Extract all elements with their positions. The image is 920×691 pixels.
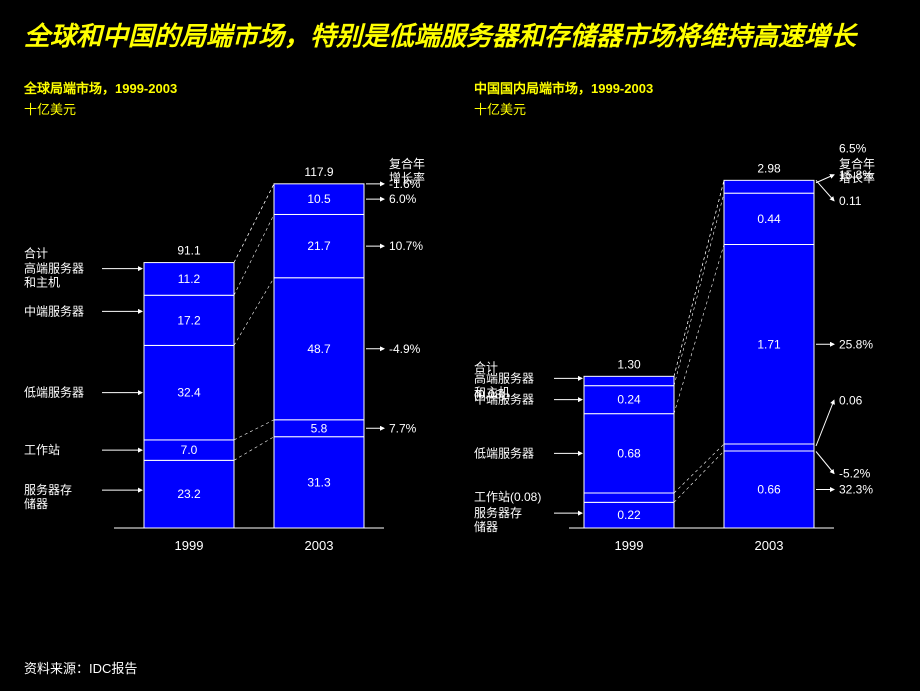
svg-text:91.1: 91.1 xyxy=(177,243,201,257)
svg-text:高端服务器: 高端服务器 xyxy=(474,370,534,385)
global-chart: 全球局端市场，1999-2003 十亿美元 复合年增长率23.27.032.41… xyxy=(24,78,444,583)
svg-text:6.0%: 6.0% xyxy=(389,192,417,206)
svg-text:23.2: 23.2 xyxy=(177,487,201,501)
global-chart-svg: 复合年增长率23.27.032.417.211.291.131.35.848.7… xyxy=(24,128,444,578)
svg-text:服务器存: 服务器存 xyxy=(474,505,522,520)
svg-text:高端服务器: 高端服务器 xyxy=(24,260,84,275)
svg-text:117.9: 117.9 xyxy=(304,165,333,179)
svg-text:0.44: 0.44 xyxy=(757,212,781,226)
svg-text:2003: 2003 xyxy=(305,538,334,553)
china-chart-svg: 复合年增长率0.220.680.241.300.661.710.442.9819… xyxy=(474,128,894,578)
svg-text:15.8%: 15.8% xyxy=(839,167,873,181)
svg-text:0.22: 0.22 xyxy=(617,508,641,522)
svg-text:17.2: 17.2 xyxy=(177,313,201,327)
svg-text:1.30: 1.30 xyxy=(617,357,641,371)
svg-text:21.7: 21.7 xyxy=(307,239,331,253)
china-chart-title: 中国国内局端市场，1999-2003 xyxy=(474,78,894,97)
svg-text:31.3: 31.3 xyxy=(307,475,331,489)
svg-text:-1.6%: -1.6% xyxy=(389,177,421,191)
svg-text:7.0: 7.0 xyxy=(181,443,198,457)
svg-text:0.24: 0.24 xyxy=(617,392,641,406)
svg-text:低端服务器: 低端服务器 xyxy=(474,445,534,460)
global-chart-subtitle: 十亿美元 xyxy=(24,99,444,118)
global-chart-title: 全球局端市场，1999-2003 xyxy=(24,78,444,97)
svg-text:1999: 1999 xyxy=(615,538,644,553)
svg-text:合计: 合计 xyxy=(24,245,48,260)
svg-text:1.71: 1.71 xyxy=(757,337,781,351)
svg-text:储器: 储器 xyxy=(24,496,48,511)
svg-text:-4.9%: -4.9% xyxy=(389,341,421,355)
svg-text:7.7%: 7.7% xyxy=(389,421,417,435)
svg-text:-5.2%: -5.2% xyxy=(839,466,871,480)
svg-text:48.7: 48.7 xyxy=(307,341,331,355)
svg-text:10.7%: 10.7% xyxy=(389,239,423,253)
svg-text:2.98: 2.98 xyxy=(757,161,781,175)
charts-container: 全球局端市场，1999-2003 十亿美元 复合年增长率23.27.032.41… xyxy=(24,78,896,583)
svg-text:和主机: 和主机 xyxy=(24,275,60,289)
svg-text:中端服务器: 中端服务器 xyxy=(24,303,84,318)
china-chart: 中国国内局端市场，1999-2003 十亿美元 复合年增长率0.220.680.… xyxy=(474,78,894,583)
svg-text:32.3%: 32.3% xyxy=(839,482,873,496)
svg-text:0.68: 0.68 xyxy=(617,446,641,460)
page-title: 全球和中国的局端市场，特别是低端服务器和存储器市场将维持高速增长 xyxy=(24,18,896,56)
svg-text:复合年: 复合年 xyxy=(389,156,425,171)
svg-text:工作站(0.08): 工作站(0.08) xyxy=(474,490,541,504)
svg-text:低端服务器: 低端服务器 xyxy=(24,384,84,399)
svg-text:11.2: 11.2 xyxy=(178,272,201,286)
svg-text:服务器存: 服务器存 xyxy=(24,482,72,497)
svg-text:5.8: 5.8 xyxy=(311,421,328,435)
svg-text:25.8%: 25.8% xyxy=(839,337,873,351)
svg-text:0.06: 0.06 xyxy=(839,393,863,407)
svg-text:工作站: 工作站 xyxy=(24,443,60,457)
svg-text:32.4: 32.4 xyxy=(177,385,201,399)
svg-text:中端服务器: 中端服务器 xyxy=(474,391,534,406)
svg-text:0.66: 0.66 xyxy=(757,482,781,496)
svg-text:6.5%: 6.5% xyxy=(839,141,867,155)
svg-text:1999: 1999 xyxy=(175,538,204,553)
source-text: 资料来源：IDC报告 xyxy=(24,658,137,677)
svg-text:0.11: 0.11 xyxy=(839,193,862,207)
svg-text:10.5: 10.5 xyxy=(307,192,331,206)
svg-text:2003: 2003 xyxy=(755,538,784,553)
svg-text:储器: 储器 xyxy=(474,519,498,534)
china-chart-subtitle: 十亿美元 xyxy=(474,99,894,118)
